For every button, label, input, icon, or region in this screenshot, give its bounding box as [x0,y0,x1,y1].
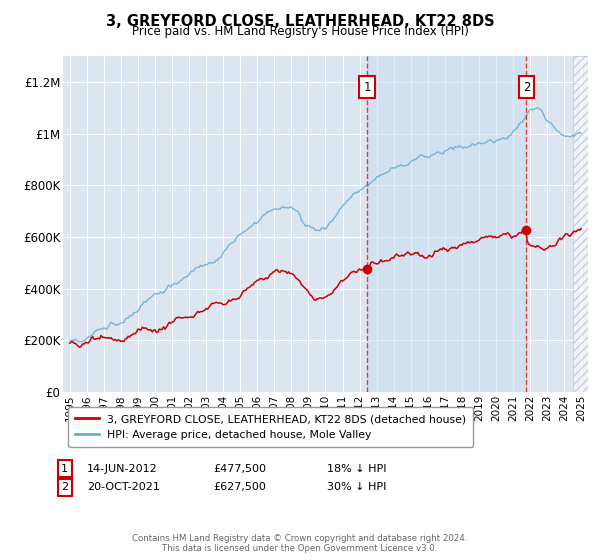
Text: £477,500: £477,500 [213,464,266,474]
Legend: 3, GREYFORD CLOSE, LEATHERHEAD, KT22 8DS (detached house), HPI: Average price, d: 3, GREYFORD CLOSE, LEATHERHEAD, KT22 8DS… [68,407,473,447]
Bar [367,56,526,392]
Text: 14-JUN-2012: 14-JUN-2012 [87,464,158,474]
Text: 18% ↓ HPI: 18% ↓ HPI [327,464,386,474]
Text: Price paid vs. HM Land Registry's House Price Index (HPI): Price paid vs. HM Land Registry's House … [131,25,469,38]
Text: 2: 2 [523,81,530,94]
Text: 2: 2 [61,482,68,492]
Text: 20-OCT-2021: 20-OCT-2021 [87,482,160,492]
Text: 3, GREYFORD CLOSE, LEATHERHEAD, KT22 8DS: 3, GREYFORD CLOSE, LEATHERHEAD, KT22 8DS [106,14,494,29]
Text: 30% ↓ HPI: 30% ↓ HPI [327,482,386,492]
Text: 1: 1 [364,81,371,94]
Bar [572,56,588,392]
Text: £627,500: £627,500 [213,482,266,492]
Text: Contains HM Land Registry data © Crown copyright and database right 2024.
This d: Contains HM Land Registry data © Crown c… [132,534,468,553]
Text: 1: 1 [61,464,68,474]
